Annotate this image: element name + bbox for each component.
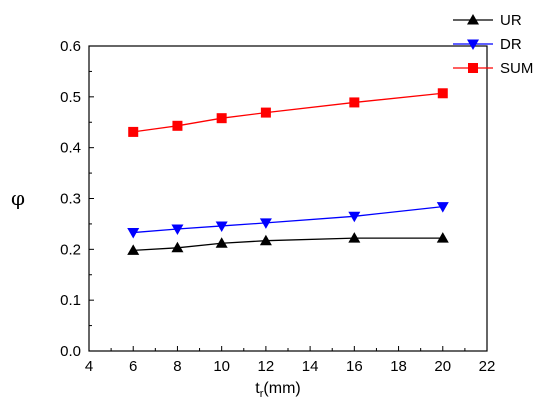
data-point (172, 120, 183, 131)
x-tick-label: 4 (85, 358, 93, 375)
data-point (436, 202, 449, 213)
y-tick-label: 0.6 (60, 38, 81, 55)
legend-item-ur: UR (453, 12, 522, 29)
legend-marker (467, 14, 479, 25)
x-tick-label: 14 (302, 358, 319, 375)
data-point (259, 218, 272, 229)
x-tick-label: 18 (390, 358, 407, 375)
series-layer (127, 88, 449, 255)
x-axis-label-main: t (255, 380, 260, 397)
legend-item-sum: SUM (453, 60, 533, 77)
x-tick-label: 6 (129, 358, 137, 375)
data-point (128, 126, 139, 137)
data-point (171, 224, 184, 235)
data-point (348, 232, 361, 243)
series-line (133, 237, 443, 251)
data-point (259, 234, 272, 246)
x-axis-label-sub: r (260, 388, 264, 400)
y-tick-label: 0.1 (60, 292, 81, 309)
y-tick-label: 0.0 (60, 343, 81, 360)
data-point (260, 107, 271, 118)
x-axis: 4 6 8 10 12 14 16 18 20 22 (85, 346, 496, 375)
legend-label: UR (500, 12, 522, 29)
x-axis-label-suffix: (mm) (263, 380, 300, 397)
series-dr (127, 202, 449, 239)
data-point (127, 228, 140, 239)
y-tick-label: 0.3 (60, 191, 81, 208)
data-point (216, 113, 227, 124)
legend-marker (468, 63, 478, 73)
y-axis: 0.0 0.1 0.2 0.3 0.4 0.5 0.6 (60, 38, 94, 360)
x-tick-label: 10 (213, 358, 230, 375)
legend: UR DR SUM (453, 12, 533, 77)
series-line (133, 92, 443, 133)
data-point (348, 211, 361, 223)
y-tick-label: 0.4 (60, 140, 81, 157)
y-axis-label: φ (11, 186, 25, 210)
x-tick-label: 20 (434, 358, 451, 375)
y-tick-label: 0.2 (60, 241, 81, 258)
legend-label: DR (500, 36, 522, 53)
series-line (133, 205, 443, 234)
x-axis-label: tr(mm) (255, 380, 300, 400)
data-point (349, 97, 360, 108)
y-tick-label: 0.5 (60, 89, 81, 106)
legend-marker (467, 39, 479, 50)
series-sum (128, 88, 448, 137)
legend-label: SUM (500, 60, 533, 77)
x-tick-label: 8 (173, 358, 181, 375)
data-point (215, 237, 228, 248)
data-point (437, 88, 448, 99)
data-point (436, 232, 449, 243)
legend-item-dr: DR (453, 36, 522, 53)
x-tick-label: 12 (258, 358, 275, 375)
data-point (127, 244, 140, 255)
x-tick-label: 22 (479, 358, 496, 375)
plot-area (88, 45, 488, 352)
data-point (171, 241, 184, 253)
series-ur (127, 232, 449, 255)
data-point (215, 221, 228, 232)
x-tick-label: 16 (346, 358, 363, 375)
